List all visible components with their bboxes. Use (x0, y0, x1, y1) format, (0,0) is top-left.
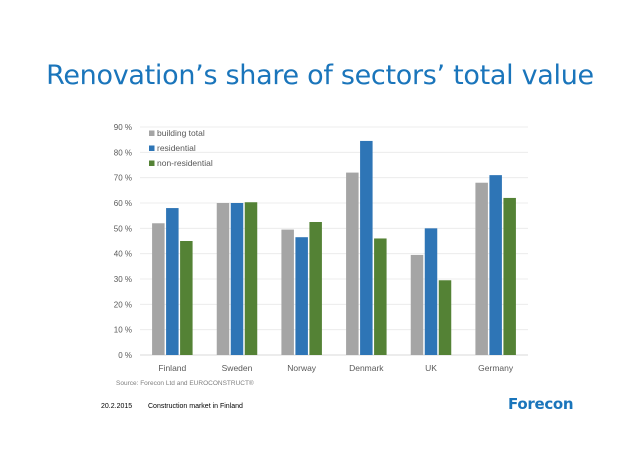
x-tick-label: Denmark (349, 363, 384, 373)
bar-denmark-residential (360, 140, 373, 355)
bar-denmark-building-total (346, 172, 359, 355)
bar-uk-non-residential (438, 280, 452, 355)
y-tick-label: 20 % (114, 300, 132, 309)
x-tick-label: Finland (158, 363, 186, 373)
legend-swatch (149, 145, 155, 151)
bar-germany-building-total (475, 182, 488, 355)
x-tick-label: UK (425, 363, 437, 373)
bar-germany-non-residential (503, 197, 516, 355)
y-tick-label: 80 % (114, 148, 132, 157)
bar-sweden-residential (230, 203, 244, 355)
x-tick-label: Sweden (222, 363, 253, 373)
bar-norway-non-residential (309, 222, 322, 355)
bar-sweden-building-total (216, 203, 230, 355)
y-tick-label: 0 % (118, 351, 132, 360)
bar-norway-residential (295, 237, 308, 355)
bar-uk-residential (424, 228, 438, 355)
y-axis-ticks: 0 % 10 % 20 % 30 % 40 % 50 % 60 % 70 % 80 % 90 % (114, 123, 132, 360)
gridlines (140, 126, 528, 356)
y-tick-label: 90 % (114, 123, 132, 132)
source-note: Source: Forecon Ltd and EUROCONSTRUCT® (116, 380, 254, 387)
bar-finland-non-residential (180, 241, 193, 355)
legend-swatch (149, 130, 155, 136)
legend-label: non-residential (157, 158, 213, 168)
legend-label: residential (157, 143, 196, 153)
bar-sweden-non-residential (244, 202, 258, 355)
legend-label: building total (157, 128, 205, 138)
bars (152, 140, 516, 355)
x-axis-ticks: Finland Sweden Norway Denmark UK Germany (158, 363, 513, 373)
y-tick-label: 70 % (114, 174, 132, 183)
y-tick-label: 10 % (114, 326, 132, 335)
y-tick-label: 30 % (114, 275, 132, 284)
x-tick-label: Norway (287, 363, 317, 373)
bar-germany-residential (489, 175, 502, 355)
bar-uk-building-total (410, 254, 424, 355)
forecon-logo: Forecon (508, 395, 574, 413)
y-tick-label: 50 % (114, 224, 132, 233)
bar-denmark-non-residential (374, 238, 387, 355)
slide-title: Renovation’s share of sectors’ total val… (46, 60, 594, 91)
bar-norway-building-total (281, 229, 294, 355)
y-tick-label: 40 % (114, 250, 132, 259)
legend: building total residential non-residential (149, 128, 213, 168)
y-tick-label: 60 % (114, 199, 132, 208)
footer-text: Construction market in Finland (148, 403, 243, 410)
legend-swatch (149, 160, 155, 166)
bar-finland-building-total (152, 223, 165, 355)
bar-finland-residential (166, 208, 179, 355)
x-tick-label: Germany (478, 363, 514, 373)
footer-date: 20.2.2015 (101, 403, 133, 410)
